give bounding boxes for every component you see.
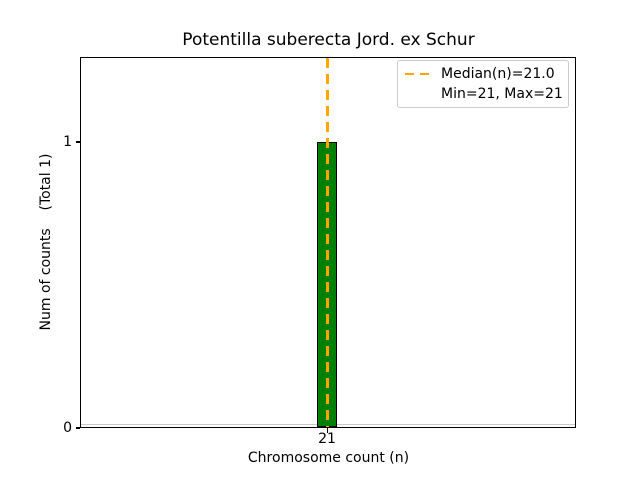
x-tick-mark-21 [326, 428, 328, 433]
x-axis-label: Chromosome count (n) [247, 450, 410, 466]
legend-empty-sample [405, 93, 432, 96]
legend-median-entry: Median(n)=21.0 [405, 64, 561, 84]
legend-median-label: Median(n)=21.0 [441, 66, 555, 82]
legend: Median(n)=21.0 Min=21, Max=21 [397, 60, 569, 108]
legend-minmax-label: Min=21, Max=21 [441, 86, 563, 102]
y-tick-label-0: 0 [63, 420, 72, 436]
median-line [326, 58, 329, 427]
y-tick-mark-0 [75, 427, 80, 429]
y-tick-label-1: 1 [63, 134, 72, 150]
median-dash-sample-icon [405, 72, 432, 76]
legend-minmax-entry: Min=21, Max=21 [405, 84, 563, 104]
x-tick-label-21: 21 [318, 431, 336, 447]
y-axis-label: Num of counts (Total 1) [38, 153, 54, 331]
chart-title: Potentilla suberecta Jord. ex Schur [182, 30, 475, 50]
y-tick-mark-1 [75, 141, 80, 143]
plot-area: Median(n)=21.0 Min=21, Max=21 [80, 57, 576, 428]
